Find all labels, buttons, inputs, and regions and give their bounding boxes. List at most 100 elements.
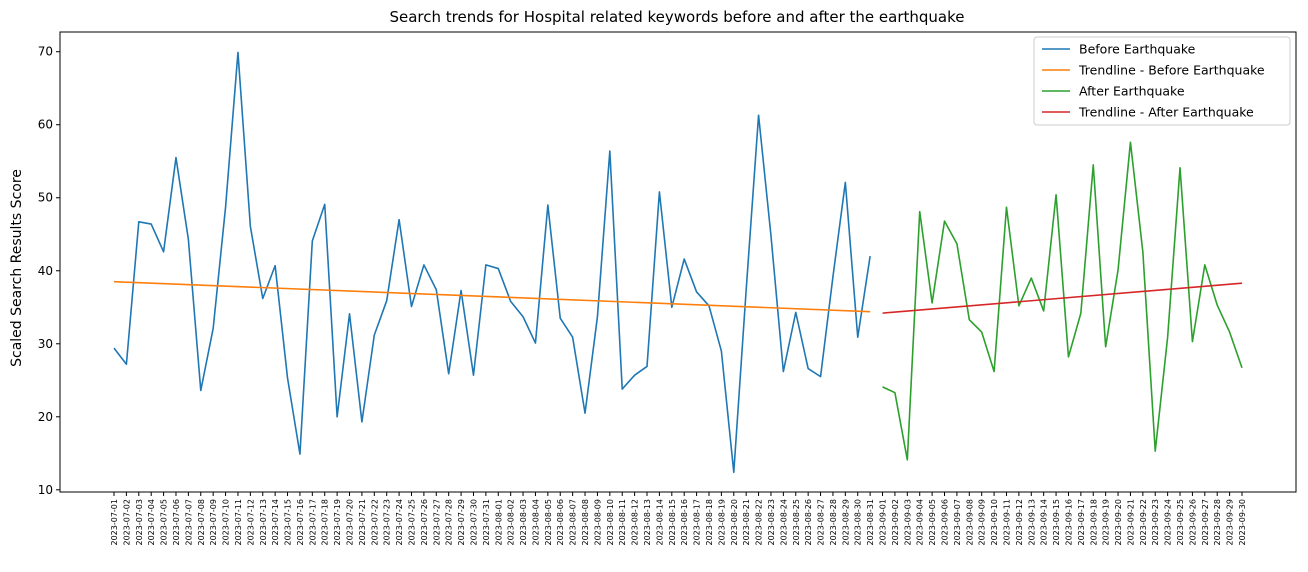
x-tick-label: 2023-09-25: [1176, 499, 1185, 546]
x-tick-label: 2023-07-25: [407, 499, 416, 546]
x-tick-label: 2023-09-05: [928, 499, 937, 546]
x-tick-label: 2023-08-15: [668, 499, 677, 546]
x-tick-label: 2023-07-29: [457, 499, 466, 546]
y-tick-label: 70: [38, 45, 53, 59]
x-tick-label: 2023-07-13: [259, 499, 268, 546]
x-tick-label: 2023-08-13: [643, 499, 652, 546]
x-tick-label: 2023-08-14: [655, 499, 664, 546]
x-tick-label: 2023-07-07: [184, 499, 193, 546]
x-tick-label: 2023-09-02: [891, 499, 900, 546]
series-group: [113, 51, 1243, 474]
x-tick-label: 2023-07-24: [395, 499, 404, 546]
x-tick-label: 2023-08-19: [717, 499, 726, 546]
x-tick-label: 2023-08-01: [494, 499, 503, 546]
x-tick-label: 2023-07-31: [482, 499, 491, 546]
x-tick-label: 2023-09-23: [1151, 499, 1160, 546]
x-tick-label: 2023-08-08: [581, 499, 590, 546]
x-tick-label: 2023-07-20: [346, 499, 355, 546]
x-tick-label: 2023-08-11: [618, 499, 627, 546]
x-tick-label: 2023-07-12: [246, 499, 255, 546]
x-tick-label: 2023-07-11: [234, 499, 243, 546]
y-tick-label: 20: [38, 410, 53, 424]
x-tick-label: 2023-08-27: [817, 499, 826, 546]
x-tick-label: 2023-08-05: [544, 499, 553, 546]
x-tick-label: 2023-08-12: [631, 499, 640, 546]
series-line-after-earthquake: [882, 141, 1243, 461]
x-tick-label: 2023-07-08: [197, 499, 206, 546]
y-tick-label: 30: [38, 337, 53, 351]
legend-label: Trendline - After Earthquake: [1078, 105, 1254, 120]
series-line-trendline-before-earthquake: [113, 280, 871, 313]
x-tick-label: 2023-09-17: [1077, 499, 1086, 546]
x-tick-label: 2023-07-02: [122, 499, 131, 546]
x-tick-label: 2023-08-25: [792, 499, 801, 546]
series-line-before-earthquake: [113, 51, 871, 474]
y-tick-label: 10: [38, 483, 53, 497]
x-tick-label: 2023-07-22: [370, 499, 379, 546]
x-tick-label: 2023-07-26: [420, 499, 429, 546]
x-tick-label: 2023-08-17: [693, 499, 702, 546]
x-tick-label: 2023-08-28: [829, 499, 838, 546]
x-tick-label: 2023-09-08: [965, 499, 974, 546]
x-tick-label: 2023-09-01: [879, 499, 888, 546]
legend-label: After Earthquake: [1079, 84, 1185, 99]
x-tick-label: 2023-09-29: [1226, 499, 1235, 546]
x-tick-label: 2023-09-10: [990, 499, 999, 546]
x-tick-label: 2023-07-03: [135, 499, 144, 546]
x-tick-label: 2023-08-22: [755, 499, 764, 546]
x-tick-label: 2023-07-09: [209, 499, 218, 546]
x-tick-label: 2023-07-23: [383, 499, 392, 546]
y-tick-label: 40: [38, 264, 53, 278]
x-tick-label: 2023-08-18: [705, 499, 714, 546]
y-axis-label: Scaled Search Results Score: [9, 169, 25, 367]
x-tick-label: 2023-08-10: [606, 499, 615, 546]
x-tick-label: 2023-07-28: [445, 499, 454, 546]
x-tick-label: 2023-09-15: [1052, 499, 1061, 546]
x-tick-label: 2023-08-29: [841, 499, 850, 546]
y-tick-label: 60: [38, 118, 53, 132]
x-tick-label: 2023-07-16: [296, 499, 305, 546]
x-tick-label: 2023-08-04: [531, 499, 540, 546]
x-tick-label: 2023-07-17: [308, 499, 317, 546]
legend-label: Trendline - Before Earthquake: [1078, 63, 1265, 78]
chart-title: Search trends for Hospital related keywo…: [389, 8, 964, 26]
x-tick-label: 2023-07-19: [333, 499, 342, 546]
x-tick-label: 2023-08-21: [742, 499, 751, 546]
legend-box: [1033, 36, 1291, 126]
x-tick-label: 2023-07-14: [271, 499, 280, 546]
x-tick-label: 2023-09-18: [1089, 499, 1098, 546]
y-axis: 10 20 30 40 50 60 70: [38, 45, 60, 497]
x-tick-label: 2023-08-09: [593, 499, 602, 546]
x-tick-label: 2023-09-28: [1213, 499, 1222, 546]
x-tick-label: 2023-07-01: [110, 499, 119, 546]
x-tick-label: 2023-08-24: [779, 499, 788, 546]
x-tick-label: 2023-08-07: [569, 499, 578, 546]
plot-area-frame: [59, 31, 1297, 493]
x-tick-label: 2023-07-21: [358, 499, 367, 546]
x-tick-label: 2023-09-27: [1201, 499, 1210, 546]
x-tick-label: 2023-09-21: [1126, 499, 1135, 546]
x-tick-label: 2023-09-20: [1114, 499, 1123, 546]
x-tick-label: 2023-09-22: [1139, 499, 1148, 546]
x-tick-label: 2023-09-11: [1002, 499, 1011, 546]
x-tick-label: 2023-08-06: [556, 499, 565, 546]
x-tick-label: 2023-09-06: [941, 499, 950, 546]
x-tick-label: 2023-07-05: [160, 499, 169, 546]
x-tick-label: 2023-09-09: [978, 499, 987, 546]
x-tick-label: 2023-09-03: [903, 499, 912, 546]
x-tick-label: 2023-09-26: [1188, 499, 1197, 546]
x-tick-label: 2023-07-15: [284, 499, 293, 546]
x-tick-label: 2023-08-30: [854, 499, 863, 546]
x-tick-label: 2023-07-30: [469, 499, 478, 546]
x-tick-label: 2023-08-03: [519, 499, 528, 546]
series-line-trendline-after-earthquake: [882, 282, 1243, 314]
y-tick-label: 50: [38, 191, 53, 205]
legend: Before Earthquake Trendline - Before Eart…: [1033, 36, 1291, 126]
x-tick-label: 2023-08-02: [507, 499, 516, 546]
x-tick-label: 2023-09-16: [1064, 499, 1073, 546]
x-tick-label: 2023-09-14: [1040, 499, 1049, 546]
x-tick-label: 2023-07-27: [432, 499, 441, 546]
x-tick-label: 2023-09-30: [1238, 499, 1247, 546]
